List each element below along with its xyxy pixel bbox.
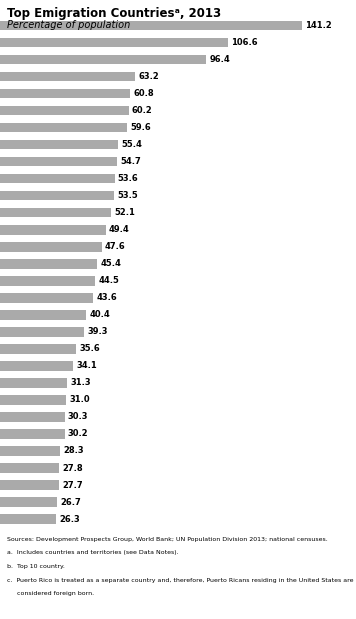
Bar [0, 497, 57, 507]
Text: 54.7: 54.7 [120, 157, 141, 167]
Text: 60.8: 60.8 [133, 89, 154, 98]
Text: 52.1: 52.1 [115, 209, 135, 217]
Bar [0, 38, 228, 48]
Text: 26.7: 26.7 [60, 498, 81, 506]
Text: 141.2: 141.2 [305, 21, 332, 30]
Text: 27.7: 27.7 [62, 480, 83, 490]
Bar [0, 174, 115, 183]
Bar [0, 396, 66, 405]
Text: 53.5: 53.5 [117, 191, 138, 201]
Bar [0, 225, 105, 235]
Bar [0, 412, 65, 422]
Text: 39.3: 39.3 [87, 327, 108, 336]
Text: 59.6: 59.6 [131, 123, 151, 132]
Bar [0, 123, 127, 132]
Text: Percentage of population: Percentage of population [7, 20, 130, 30]
Bar [0, 21, 302, 30]
Text: 53.6: 53.6 [118, 175, 138, 183]
Bar [0, 514, 56, 524]
Text: Top Emigration Countriesᵃ, 2013: Top Emigration Countriesᵃ, 2013 [7, 7, 221, 20]
Text: 30.2: 30.2 [68, 430, 88, 438]
Bar [0, 157, 117, 167]
Bar [0, 72, 135, 81]
Text: 106.6: 106.6 [231, 38, 258, 47]
Text: 43.6: 43.6 [96, 293, 117, 302]
Bar [0, 140, 119, 149]
Text: 28.3: 28.3 [64, 446, 84, 456]
Bar [0, 327, 84, 337]
Bar [0, 106, 129, 115]
Bar [0, 361, 73, 371]
Text: 31.3: 31.3 [70, 378, 91, 387]
Bar [0, 344, 76, 353]
Text: 31.0: 31.0 [69, 396, 90, 404]
Bar [0, 293, 93, 303]
Bar [0, 430, 64, 439]
Text: 47.6: 47.6 [105, 243, 126, 251]
Text: considered foreign born.: considered foreign born. [7, 591, 94, 596]
Text: 35.6: 35.6 [79, 344, 100, 353]
Text: 60.2: 60.2 [132, 106, 153, 115]
Bar [0, 480, 59, 490]
Bar [0, 378, 67, 387]
Text: b.  Top 10 country.: b. Top 10 country. [7, 564, 65, 569]
Text: 27.8: 27.8 [63, 464, 83, 472]
Text: 49.4: 49.4 [109, 225, 130, 235]
Bar [0, 446, 61, 456]
Text: 34.1: 34.1 [76, 361, 97, 370]
Text: 26.3: 26.3 [59, 514, 80, 524]
Text: 63.2: 63.2 [138, 72, 159, 81]
Bar [0, 242, 102, 251]
Bar [0, 55, 206, 64]
Text: Sources: Development Prospects Group, World Bank; UN Population Division 2013; n: Sources: Development Prospects Group, Wo… [7, 537, 328, 542]
Text: 45.4: 45.4 [100, 259, 121, 269]
Text: c.  Puerto Rico is treated as a separate country and, therefore, Puerto Ricans r: c. Puerto Rico is treated as a separate … [7, 578, 354, 582]
Bar [0, 464, 59, 473]
Bar [0, 276, 95, 285]
Text: 40.4: 40.4 [89, 310, 110, 319]
Text: a.  Includes countries and territories (see Data Notes).: a. Includes countries and territories (s… [7, 550, 179, 555]
Bar [0, 89, 130, 98]
Text: 30.3: 30.3 [68, 412, 88, 422]
Text: 55.4: 55.4 [122, 141, 142, 149]
Text: 44.5: 44.5 [98, 276, 119, 285]
Text: 96.4: 96.4 [209, 55, 230, 64]
Bar [0, 259, 97, 269]
Bar [0, 310, 86, 319]
Bar [0, 208, 111, 217]
Bar [0, 191, 114, 201]
